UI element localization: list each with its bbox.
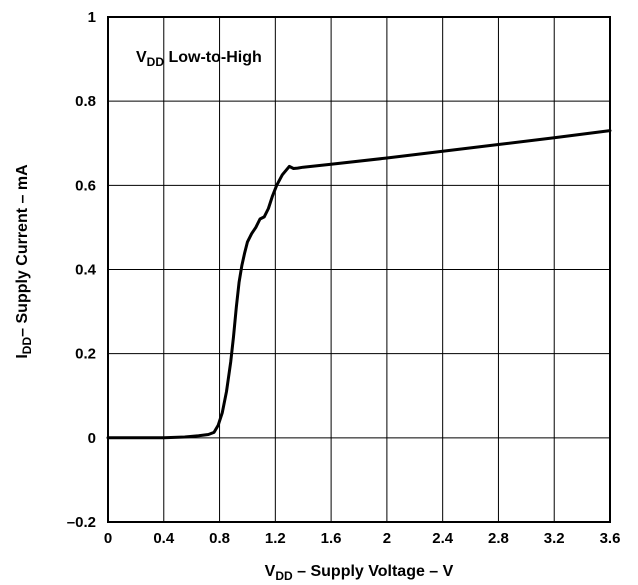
y-tick-label: 0.8	[75, 93, 96, 110]
x-tick-label: 2.8	[488, 530, 509, 547]
y-tick-label: –0.2	[67, 514, 96, 531]
x-tick-label: 1.6	[321, 530, 342, 547]
y-tick-label: 0.6	[75, 177, 96, 194]
x-tick-label: 2.4	[432, 530, 454, 547]
x-tick-label: 1.2	[265, 530, 286, 547]
x-tick-label: 0	[104, 530, 112, 547]
series-layer	[106, 129, 612, 440]
y-tick-label: 0.2	[75, 346, 96, 363]
x-axis-label-rest: – Supply Voltage – V	[293, 563, 454, 580]
x-tick-label: 3.6	[600, 530, 621, 547]
plot-frame	[107, 16, 611, 523]
y-tick-label: 1	[88, 9, 96, 26]
tick-labels: 0 0.4 0.8 1.2 1.6 2 2.4 2.8 3.2 3.6 –0.2 0 0.2 0.4 0.6…	[67, 9, 621, 547]
x-tick-label: 2	[383, 530, 391, 547]
x-axis-label-sub: DD	[275, 569, 293, 583]
annotation-sub: DD	[147, 55, 165, 69]
y-axis-label-sub: DD	[20, 337, 34, 355]
x-tick-label: 3.2	[544, 530, 565, 547]
series-line	[106, 129, 612, 440]
y-axis-label: IDD– Supply Current – mA	[14, 164, 34, 359]
annotation-rest: Low-to-High	[164, 49, 262, 66]
y-axis-label-main: I	[14, 354, 31, 358]
y-tick-label: 0.4	[75, 262, 97, 279]
x-axis-label: VDD – Supply Voltage – V	[265, 563, 454, 583]
annotation-main: V	[136, 49, 147, 66]
y-tick-label: 0	[88, 430, 96, 447]
annotation: VDD Low-to-High	[136, 49, 262, 69]
x-axis-label-main: V	[265, 563, 276, 580]
grid	[107, 16, 611, 523]
x-tick-label: 0.4	[153, 530, 175, 547]
x-tick-label: 0.8	[209, 530, 230, 547]
y-axis-label-rest: – Supply Current – mA	[14, 164, 31, 337]
